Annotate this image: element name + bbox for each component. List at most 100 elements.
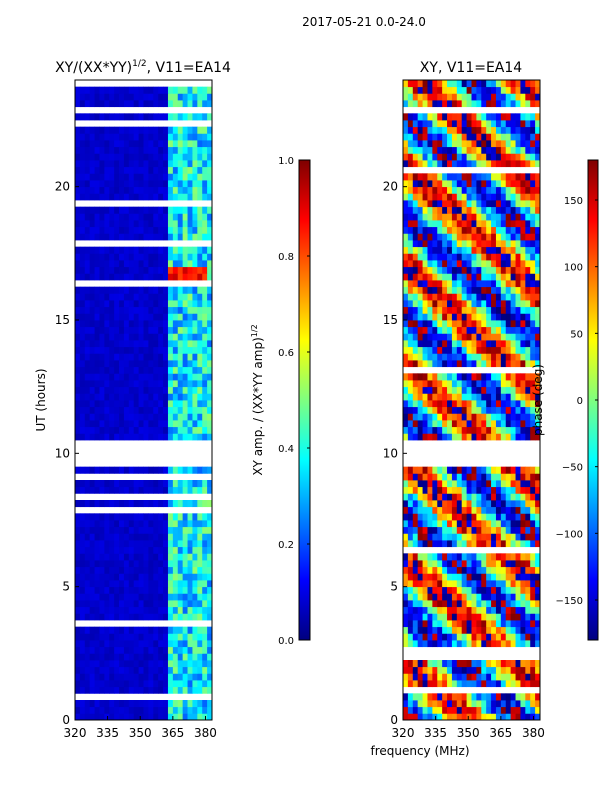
heatmap-cell [461, 526, 467, 534]
heatmap-cell [535, 520, 541, 528]
heatmap-cell [510, 640, 516, 648]
heatmap-cell [187, 553, 193, 561]
heatmap-cell [520, 380, 526, 388]
heatmap-cell [192, 520, 198, 528]
heatmap-cell [530, 673, 536, 681]
heatmap-cell [451, 280, 458, 288]
heatmap-cell [495, 433, 502, 441]
heatmap-cell [456, 406, 463, 414]
heatmap-cell [466, 200, 472, 208]
heatmap-cell [466, 400, 472, 408]
heatmap-cell [197, 480, 203, 488]
heatmap-cell [163, 373, 169, 381]
heatmap-cell [192, 606, 198, 614]
heatmap-cell [197, 540, 203, 548]
heatmap-cell [447, 186, 453, 194]
heatmap-cell [114, 380, 120, 388]
heatmap-cell [114, 546, 120, 554]
heatmap-cell [167, 160, 174, 168]
heatmap-cell [75, 146, 81, 154]
heatmap-cell [172, 180, 179, 188]
heatmap-cell [515, 706, 521, 714]
heatmap-cell [412, 433, 419, 441]
heatmap-cell [432, 426, 438, 434]
heatmap-cell [442, 326, 448, 334]
heatmap-cell [133, 366, 139, 374]
heatmap-cell [417, 120, 423, 128]
heatmap-cell [192, 486, 198, 494]
heatmap-cell [182, 313, 188, 321]
heatmap-cell [525, 146, 531, 154]
heatmap-cell [123, 660, 130, 668]
heatmap-cell [163, 553, 169, 561]
heatmap-cell [182, 413, 188, 421]
heatmap-cell [427, 400, 433, 408]
heatmap-cell [177, 273, 184, 281]
heatmap-cell [197, 233, 203, 241]
heatmap-cell [128, 246, 135, 254]
heatmap-cell [442, 100, 448, 108]
heatmap-cell [500, 213, 507, 221]
heatmap-cell [520, 586, 526, 594]
heatmap-cell [427, 300, 433, 308]
heatmap-cell [461, 160, 467, 168]
heatmap-cell [500, 93, 507, 101]
heatmap-cell [530, 566, 536, 574]
x-tick-label: 350 [129, 726, 152, 740]
heatmap-cell [99, 166, 105, 174]
heatmap-cell [138, 226, 144, 234]
heatmap-cell [84, 286, 91, 294]
heatmap-cell [515, 626, 521, 634]
heatmap-cell [75, 373, 81, 381]
heatmap-cell [75, 180, 81, 188]
heatmap-cell [476, 393, 482, 401]
heatmap-cell [153, 333, 159, 341]
heatmap-cell [515, 526, 521, 534]
heatmap-cell [167, 540, 174, 548]
heatmap-cell [79, 533, 86, 541]
heatmap-cell [79, 486, 86, 494]
heatmap-cell [158, 180, 164, 188]
heatmap-cell [182, 133, 188, 141]
heatmap-cell [407, 120, 414, 128]
heatmap-cell [476, 600, 482, 608]
heatmap-cell [500, 173, 507, 181]
heatmap-cell [133, 300, 139, 308]
heatmap-cell [143, 533, 149, 541]
heatmap-cell [530, 573, 536, 581]
heatmap-cell [407, 566, 414, 574]
heatmap-cell [486, 206, 492, 214]
heatmap-cell [486, 153, 492, 161]
heatmap-cell [412, 586, 419, 594]
heatmap-cell [79, 606, 86, 614]
heatmap-cell [510, 520, 516, 528]
heatmap-cell [486, 640, 492, 648]
heatmap-cell [422, 640, 428, 648]
heatmap-cell [84, 146, 91, 154]
heatmap-cell [451, 680, 458, 688]
heatmap-cell [197, 466, 203, 474]
heatmap-cell [466, 526, 472, 534]
heatmap-cell [432, 300, 438, 308]
heatmap-cell [466, 326, 472, 334]
heatmap-cell [133, 253, 139, 261]
heatmap-cell [172, 186, 179, 194]
heatmap-cell [437, 160, 443, 168]
heatmap-cell [167, 606, 174, 614]
heatmap-cell [94, 500, 100, 508]
heatmap-cell [437, 553, 443, 561]
heatmap-cell [138, 346, 144, 354]
heatmap-cell [163, 526, 169, 534]
heatmap-cell [535, 246, 541, 254]
heatmap-cell [456, 580, 463, 588]
heatmap-cell [109, 666, 115, 674]
heatmap-cell [500, 306, 507, 314]
heatmap-cell [403, 300, 409, 308]
heatmap-cell [143, 660, 149, 668]
heatmap-cell [94, 126, 100, 134]
heatmap-cell [520, 113, 526, 121]
heatmap-cell [153, 180, 159, 188]
heatmap-cell [138, 573, 144, 581]
heatmap-cell [461, 466, 467, 474]
heatmap-cell [197, 526, 203, 534]
